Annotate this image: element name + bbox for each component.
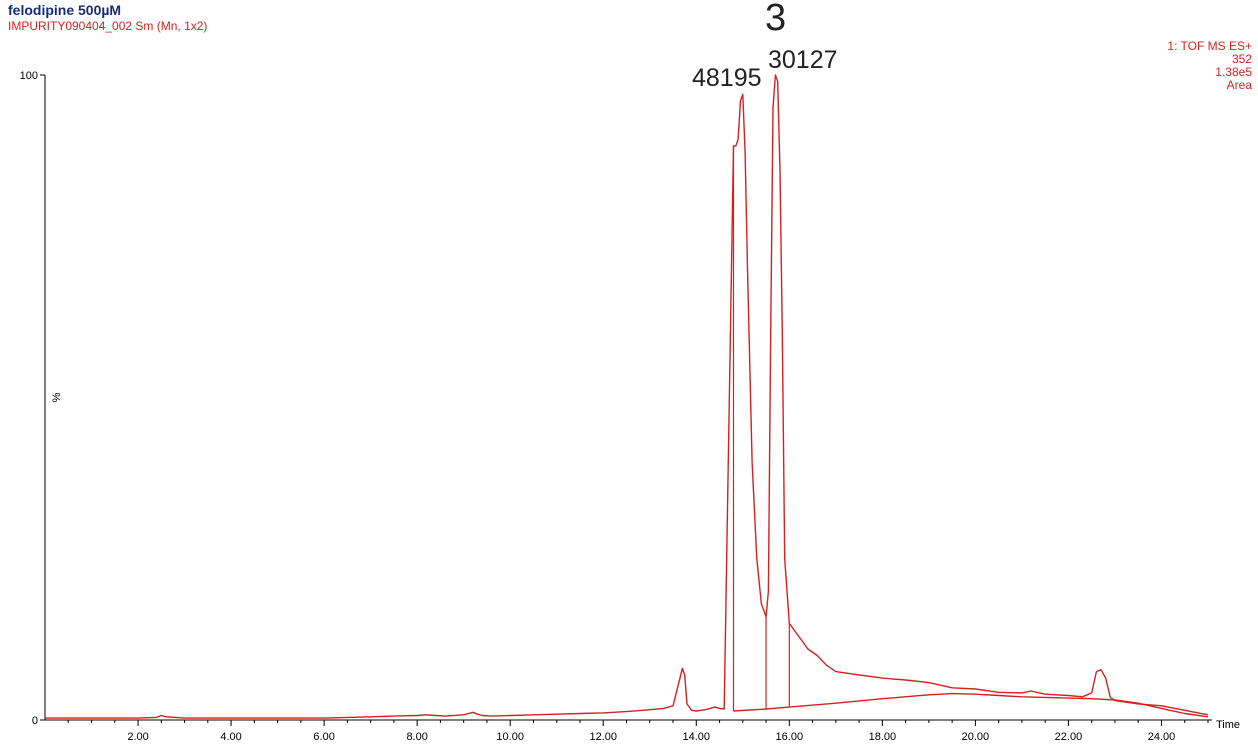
x-tick-label: 20.00 bbox=[962, 731, 990, 743]
info-mode: Area bbox=[1226, 78, 1252, 92]
info-function: 1: TOF MS ES+ bbox=[1167, 39, 1252, 53]
x-tick-label: 24.00 bbox=[1148, 731, 1176, 743]
info-intensity: 1.38e5 bbox=[1215, 65, 1252, 79]
y-tick-label: 100 bbox=[20, 70, 38, 82]
x-tick-label: 14.00 bbox=[683, 731, 711, 743]
peak2-area-label: 30127 bbox=[768, 46, 838, 74]
chart-title: felodipine 500µM bbox=[8, 2, 122, 18]
x-axis-label: Time bbox=[1216, 719, 1240, 731]
x-tick-label: 16.00 bbox=[776, 731, 804, 743]
baseline-trace bbox=[733, 692, 1209, 718]
x-tick-label: 8.00 bbox=[406, 731, 427, 743]
x-tick-label: 2.00 bbox=[127, 731, 148, 743]
x-tick-label: 4.00 bbox=[220, 731, 241, 743]
x-tick-label: 10.00 bbox=[496, 731, 524, 743]
peak1-area-label: 48195 bbox=[692, 64, 762, 92]
acquisition-info: 1: TOF MS ES+ 352 1.38e5 Area bbox=[1167, 40, 1252, 92]
x-tick-label: 6.00 bbox=[313, 731, 334, 743]
y-tick-label: 0 bbox=[32, 715, 38, 727]
y-axis-label: % bbox=[51, 392, 63, 402]
chart-subtitle: IMPURITY090404_002 Sm (Mn, 1x2) bbox=[8, 19, 208, 33]
info-mass: 352 bbox=[1231, 52, 1252, 66]
x-tick-label: 18.00 bbox=[869, 731, 897, 743]
x-tick-label: 12.00 bbox=[589, 731, 617, 743]
x-tick-label: 22.00 bbox=[1055, 731, 1083, 743]
compound-marker: 3 bbox=[765, 0, 787, 39]
chromatogram-trace bbox=[45, 74, 1209, 719]
